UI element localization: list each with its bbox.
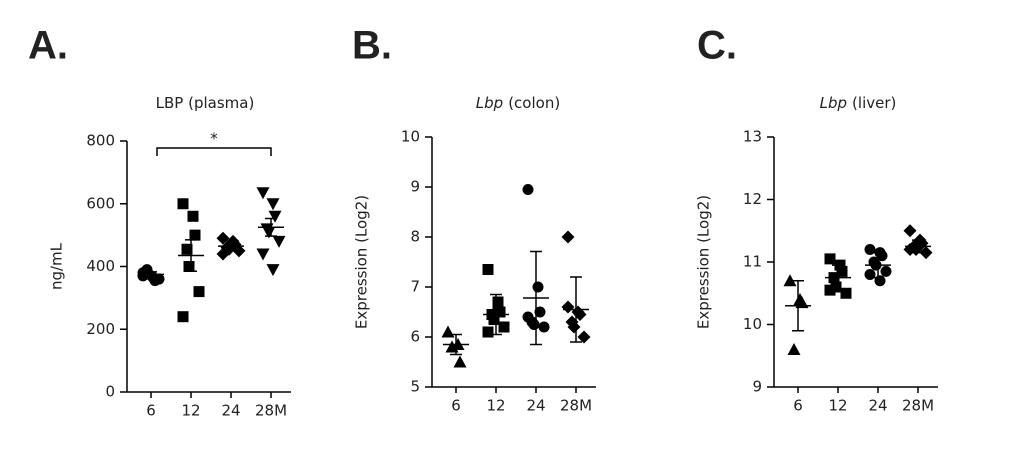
y-tick-label: 7 [410, 278, 420, 296]
data-point [836, 265, 848, 277]
x-tick-label: 12 [181, 402, 200, 420]
data-point [919, 246, 933, 260]
y-tick-label: 0 [105, 383, 115, 401]
data-point [177, 198, 189, 210]
x-tick-label: 24 [868, 397, 887, 415]
y-tick-label: 5 [410, 378, 420, 396]
y-tick-label: 9 [752, 378, 762, 396]
y-tick-label: 12 [743, 190, 762, 208]
y-tick-label: 11 [743, 253, 762, 271]
data-point [498, 321, 510, 333]
title-detail: (colon) [508, 94, 560, 112]
data-point [226, 238, 240, 252]
panel-label: A. [28, 24, 68, 68]
y-tick-label: 10 [743, 315, 762, 333]
data-point [522, 184, 534, 195]
x-tick-label: 24 [221, 402, 240, 420]
panel-label: B. [352, 24, 392, 68]
data-point [824, 253, 836, 265]
data-point [272, 235, 286, 248]
data-point [193, 286, 205, 298]
data-point [266, 198, 280, 211]
y-tick-label: 6 [410, 328, 420, 346]
y-tick-label: 400 [86, 257, 115, 275]
data-point [256, 187, 270, 200]
data-point [488, 314, 500, 325]
data-point [181, 243, 193, 255]
data-point [532, 281, 544, 293]
x-tick-label: 6 [793, 397, 803, 415]
y-axis-label: ng/mL [48, 242, 66, 290]
data-point [256, 248, 270, 261]
title-detail: (liver) [852, 94, 896, 112]
data-point [830, 281, 842, 293]
data-point [522, 311, 534, 323]
y-tick-label: 200 [86, 320, 115, 338]
data-point [137, 270, 149, 282]
data-point [880, 265, 892, 277]
data-point [567, 320, 581, 334]
data-point [189, 229, 201, 241]
data-point [492, 304, 504, 315]
title-gene: Lbp [476, 94, 503, 112]
y-axis-label: Expression (Log2) [695, 195, 713, 329]
data-point [577, 330, 591, 344]
data-point [534, 306, 546, 318]
data-point [216, 247, 230, 261]
y-tick-label: 800 [86, 132, 115, 150]
data-point [266, 264, 280, 277]
title-detail: LBP (plasma) [156, 94, 255, 112]
significance-bracket [156, 147, 272, 156]
x-tick-label: 24 [526, 397, 545, 415]
data-point [268, 210, 282, 223]
x-tick-label: 28M [560, 397, 592, 415]
data-point [840, 287, 852, 299]
y-axis-label: Expression (Log2) [353, 195, 371, 329]
y-tick-label: 8 [410, 228, 420, 246]
data-point [262, 226, 276, 239]
chart-title: Lbp (liver) [820, 94, 897, 112]
y-tick-label: 13 [743, 128, 762, 146]
data-point [187, 210, 199, 222]
data-point [453, 355, 467, 368]
title-gene: Lbp [820, 94, 847, 112]
significance-label: * [210, 130, 218, 148]
x-tick-label: 28M [902, 397, 934, 415]
data-point [183, 261, 195, 272]
data-point [903, 224, 917, 238]
data-point [538, 321, 550, 333]
data-point [482, 326, 494, 338]
y-tick-label: 10 [401, 128, 420, 146]
data-point [787, 343, 801, 355]
data-point [177, 311, 189, 323]
y-tick-label: 9 [410, 178, 420, 196]
chart-title: Lbp (colon) [476, 94, 560, 112]
data-point [153, 273, 165, 285]
x-tick-label: 6 [451, 397, 461, 415]
data-point [441, 325, 455, 338]
x-tick-label: 12 [486, 397, 505, 415]
data-point [561, 230, 575, 244]
data-point [783, 274, 797, 287]
chart-title: LBP (plasma) [156, 94, 255, 112]
y-tick-label: 600 [86, 194, 115, 212]
panel-label: C. [697, 24, 737, 68]
data-point [216, 231, 230, 245]
x-tick-label: 28M [255, 402, 287, 420]
data-point [492, 296, 504, 308]
data-point [482, 264, 494, 275]
data-point [824, 284, 836, 296]
x-tick-label: 12 [828, 397, 847, 415]
x-tick-label: 6 [146, 402, 156, 420]
